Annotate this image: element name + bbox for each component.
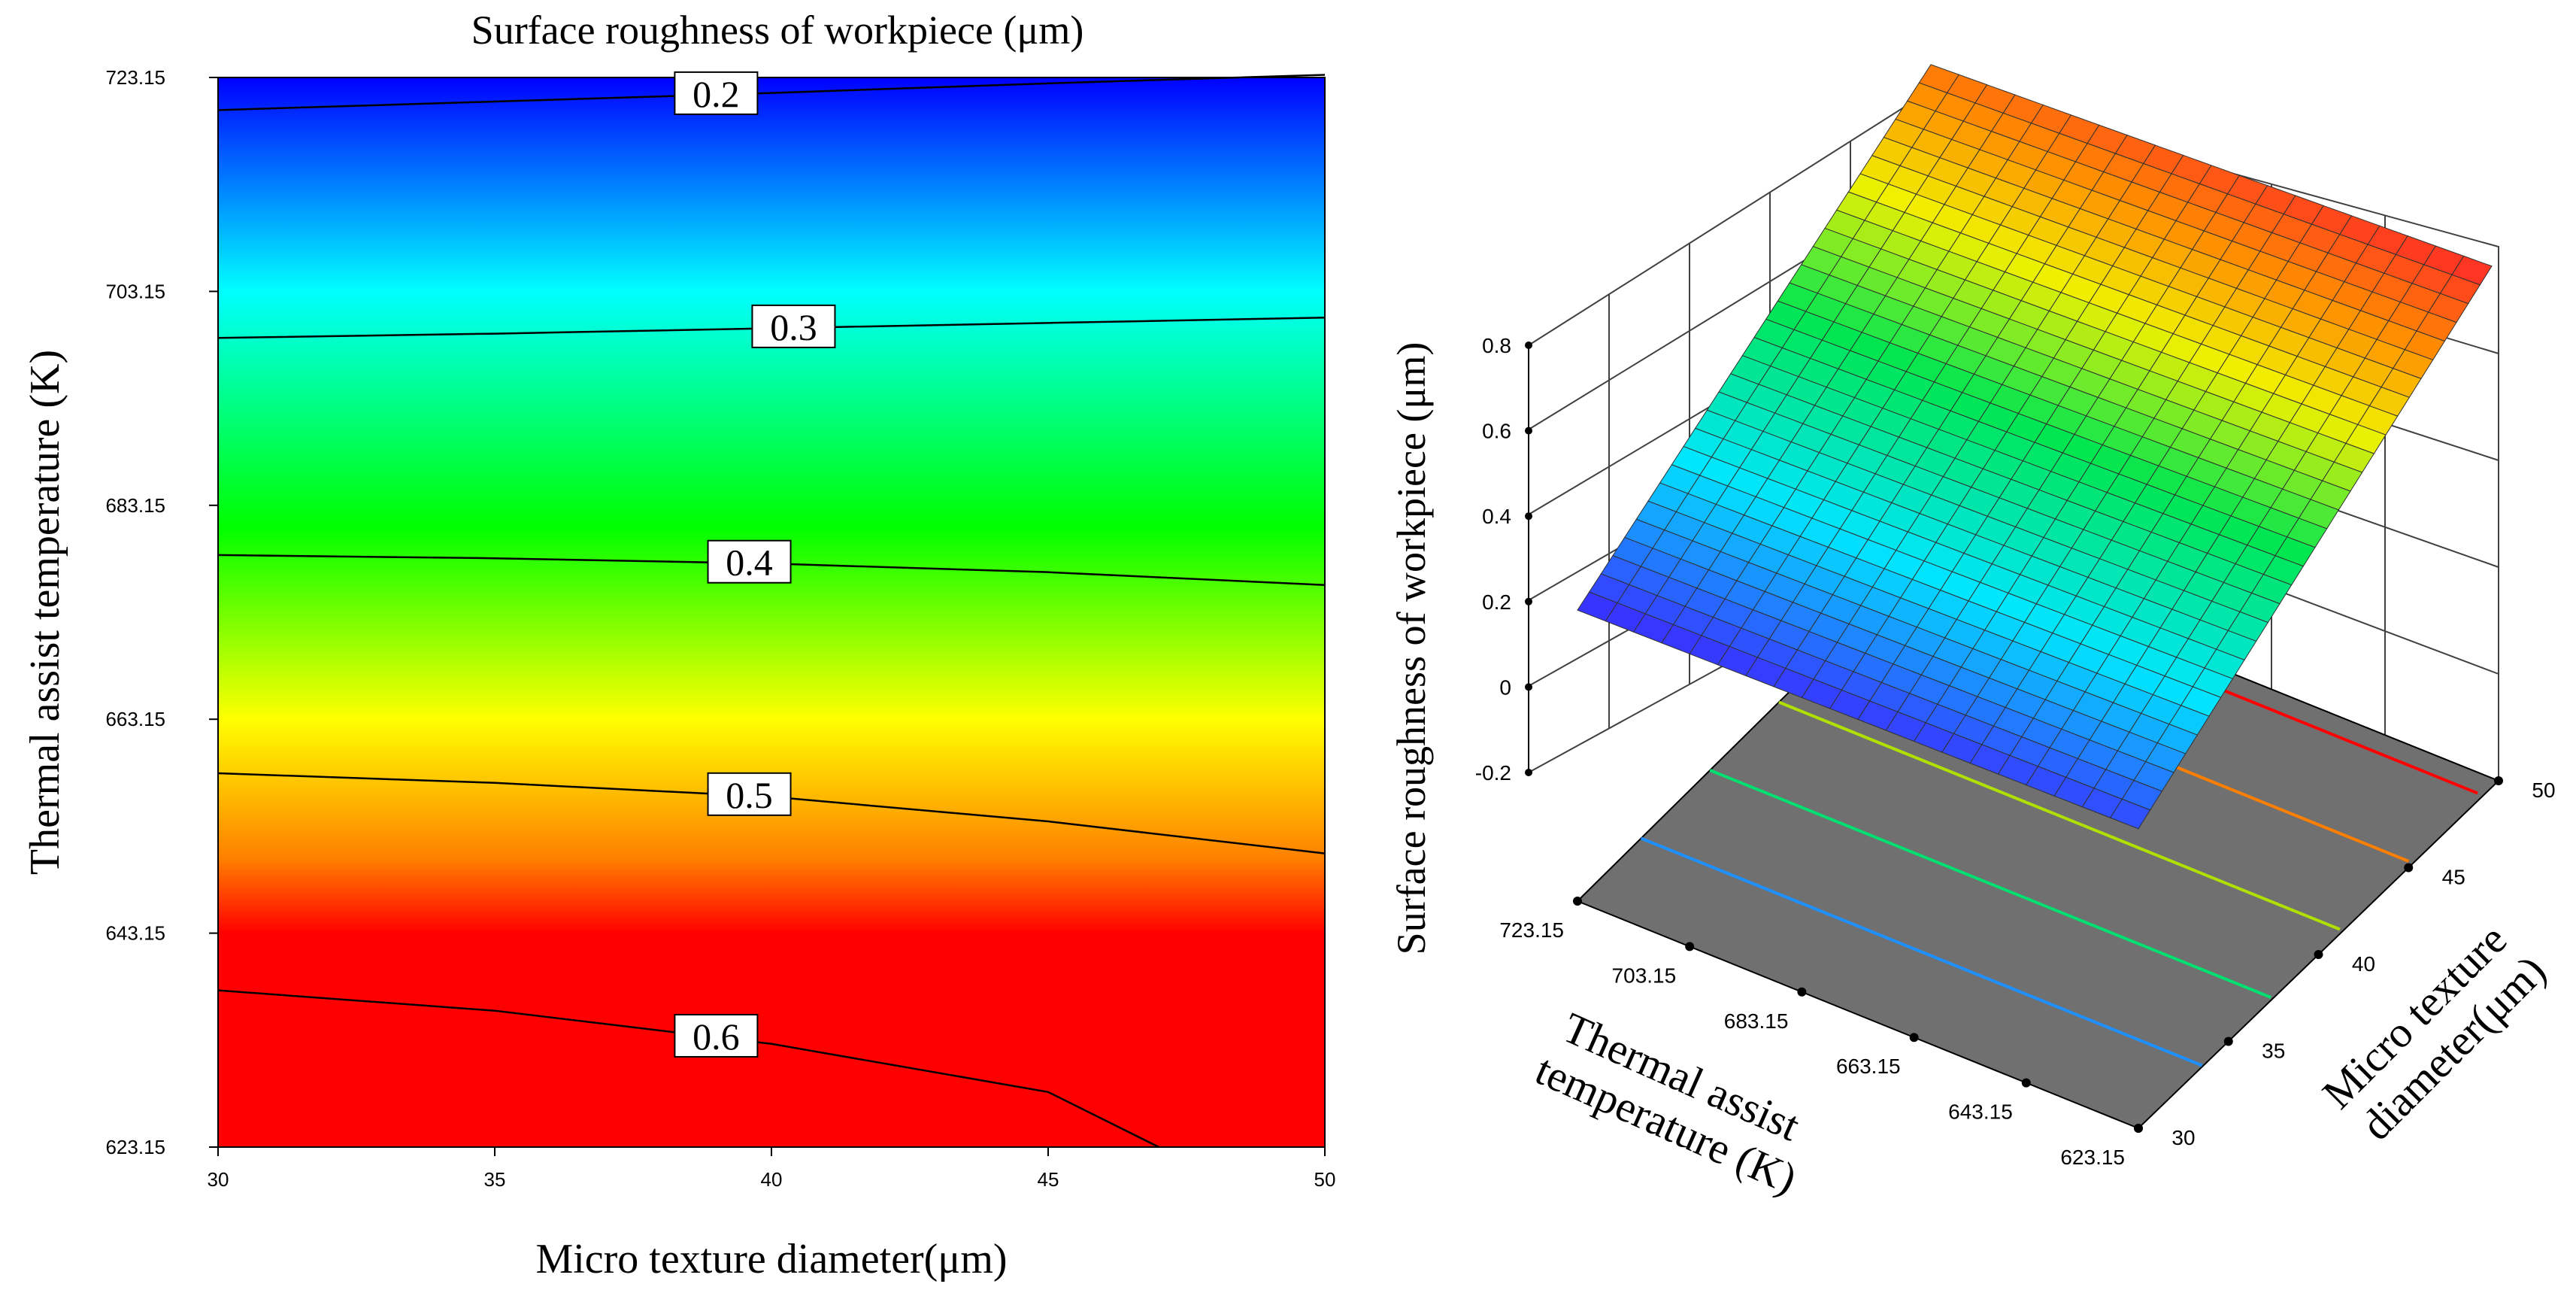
contour-x-tick-label: 45: [1038, 1168, 1059, 1191]
contour-y-tick-label: 663.15: [105, 708, 165, 730]
z-tick: [1525, 341, 1532, 349]
diameter-ticks: 30 35 40 45 50: [2134, 776, 2556, 1149]
contour-field: [218, 77, 1325, 1147]
diameter-axis-label: Micro texture diameter(μm): [2313, 907, 2559, 1153]
diameter-tick-label: 40: [2352, 952, 2375, 976]
temperature-tick-label: 623.15: [2060, 1146, 2125, 1169]
z-tick-label: 0: [1499, 675, 1511, 699]
contour-line: [217, 989, 1159, 1149]
diameter-tick: [2134, 1124, 2143, 1133]
contour-y-tick-label: 683.15: [105, 494, 165, 517]
temperature-tick: [1797, 987, 1807, 997]
z-tick-label: 0.4: [1482, 505, 1511, 528]
diameter-tick: [2223, 1037, 2233, 1046]
contour-y-tick-label: 643.15: [105, 922, 165, 945]
contour-x-ticks: 30 35 40 45 50: [208, 1147, 1336, 1191]
temperature-tick: [2021, 1078, 2031, 1088]
contour-y-tick-label: 623.15: [105, 1136, 165, 1158]
z-axis-label: Surface roughness of workpiece (μm): [1389, 342, 1434, 955]
diameter-tick-label: 45: [2442, 866, 2465, 889]
contour-level-label: 0.6: [692, 1015, 740, 1058]
contour-y-axis-label: Thermal assist temperature (K): [22, 350, 68, 875]
z-tick: [1525, 512, 1532, 521]
contour-level-box: [674, 1013, 759, 1058]
contour-y-tick-label: 703.15: [105, 280, 165, 302]
contour-chart: Surface roughness of workpiece (μm) 0.20…: [22, 8, 1335, 1282]
diameter-tick-label: 50: [2532, 779, 2555, 802]
diameter-tick-label: 30: [2171, 1126, 2195, 1149]
z-tick: [1525, 683, 1532, 691]
contour-x-tick-label: 35: [484, 1168, 506, 1191]
contour-x-axis-label: Micro texture diameter(μm): [535, 1236, 1007, 1282]
contour-level-label: 0.5: [726, 774, 773, 816]
temperature-tick-label: 643.15: [1948, 1100, 2013, 1124]
contour-level-box: [751, 304, 836, 348]
temperature-tick-label: 683.15: [1724, 1009, 1789, 1033]
surface-cell: [2109, 798, 2151, 830]
surface-mesh: [1577, 64, 2493, 830]
contour-x-tick-label: 30: [208, 1168, 229, 1191]
temperature-tick-label: 703.15: [1612, 964, 1677, 987]
contour-y-ticks: 623.15 643.15 663.15 683.15 703.15 723.15: [105, 66, 218, 1158]
z-tick-label: 0.2: [1482, 590, 1511, 614]
contour-level-box: [707, 539, 792, 584]
contour-line: [217, 74, 1326, 111]
z-tick: [1525, 769, 1532, 776]
temperature-tick: [1685, 942, 1695, 952]
contour-level-box: [674, 71, 759, 115]
temperature-tick-label: 663.15: [1836, 1055, 1901, 1078]
z-tick: [1525, 597, 1532, 606]
contour-x-tick-label: 40: [761, 1168, 783, 1191]
contour-x-tick-label: 50: [1314, 1168, 1336, 1191]
z-tick-label: 0.8: [1482, 334, 1511, 357]
floor-contour-line: [1709, 769, 2272, 999]
z-tick-label: 0.6: [1482, 420, 1511, 443]
contour-level-label: 0.2: [692, 73, 740, 115]
temperature-tick: [1573, 897, 1582, 906]
temperature-ticks: 723.15 703.15 683.15 663.15 643.15 623.15: [1499, 897, 2143, 1169]
diameter-tick: [2494, 776, 2503, 785]
z-tick-label: -0.2: [1475, 761, 1511, 785]
diameter-tick: [2314, 950, 2323, 959]
contour-y-tick-label: 723.15: [105, 66, 165, 89]
floor-contour-line: [1778, 700, 2341, 931]
contour-level-label: 0.3: [770, 306, 817, 348]
surface-chart: -0.2 0 0.2 0.4 0.6 0.8 723.15 703.15 683.15 663.…: [1389, 64, 2556, 1169]
contour-lines: 0.2 0.3 0.4 0.5 0.6: [217, 71, 1326, 1149]
contour-level-label: 0.4: [726, 542, 773, 584]
z-ticks: -0.2 0 0.2 0.4 0.6 0.8: [1475, 334, 1532, 785]
z-tick: [1525, 426, 1532, 435]
diameter-tick-label: 35: [2262, 1040, 2285, 1063]
contour-level-box: [707, 772, 792, 816]
temperature-tick-label: 723.15: [1499, 918, 1564, 942]
temperature-tick: [1909, 1033, 1919, 1043]
diameter-tick: [2404, 863, 2414, 873]
floor-contour-line: [1640, 836, 2203, 1067]
contour-title: Surface roughness of workpiece (μm): [471, 8, 1084, 53]
